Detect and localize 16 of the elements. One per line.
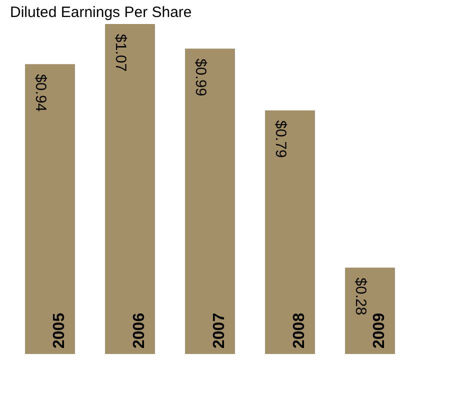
bar (25, 64, 75, 354)
bar (345, 268, 395, 354)
bar (265, 110, 315, 354)
x-tick-label: 2007 (211, 312, 228, 348)
x-tick-label: 2009 (371, 312, 388, 348)
data-label: $0.79 (272, 120, 289, 158)
x-tick-label: 2005 (51, 312, 68, 348)
bar (105, 24, 155, 354)
data-label: $0.94 (32, 74, 49, 112)
data-label: $0.99 (192, 58, 209, 96)
x-tick-label: 2008 (291, 312, 308, 348)
x-tick-label: 2006 (131, 312, 148, 348)
data-label: $1.07 (112, 34, 129, 72)
chart-title: Diluted Earnings Per Share (10, 4, 192, 21)
bar (185, 48, 235, 354)
data-label: $0.28 (352, 278, 369, 316)
